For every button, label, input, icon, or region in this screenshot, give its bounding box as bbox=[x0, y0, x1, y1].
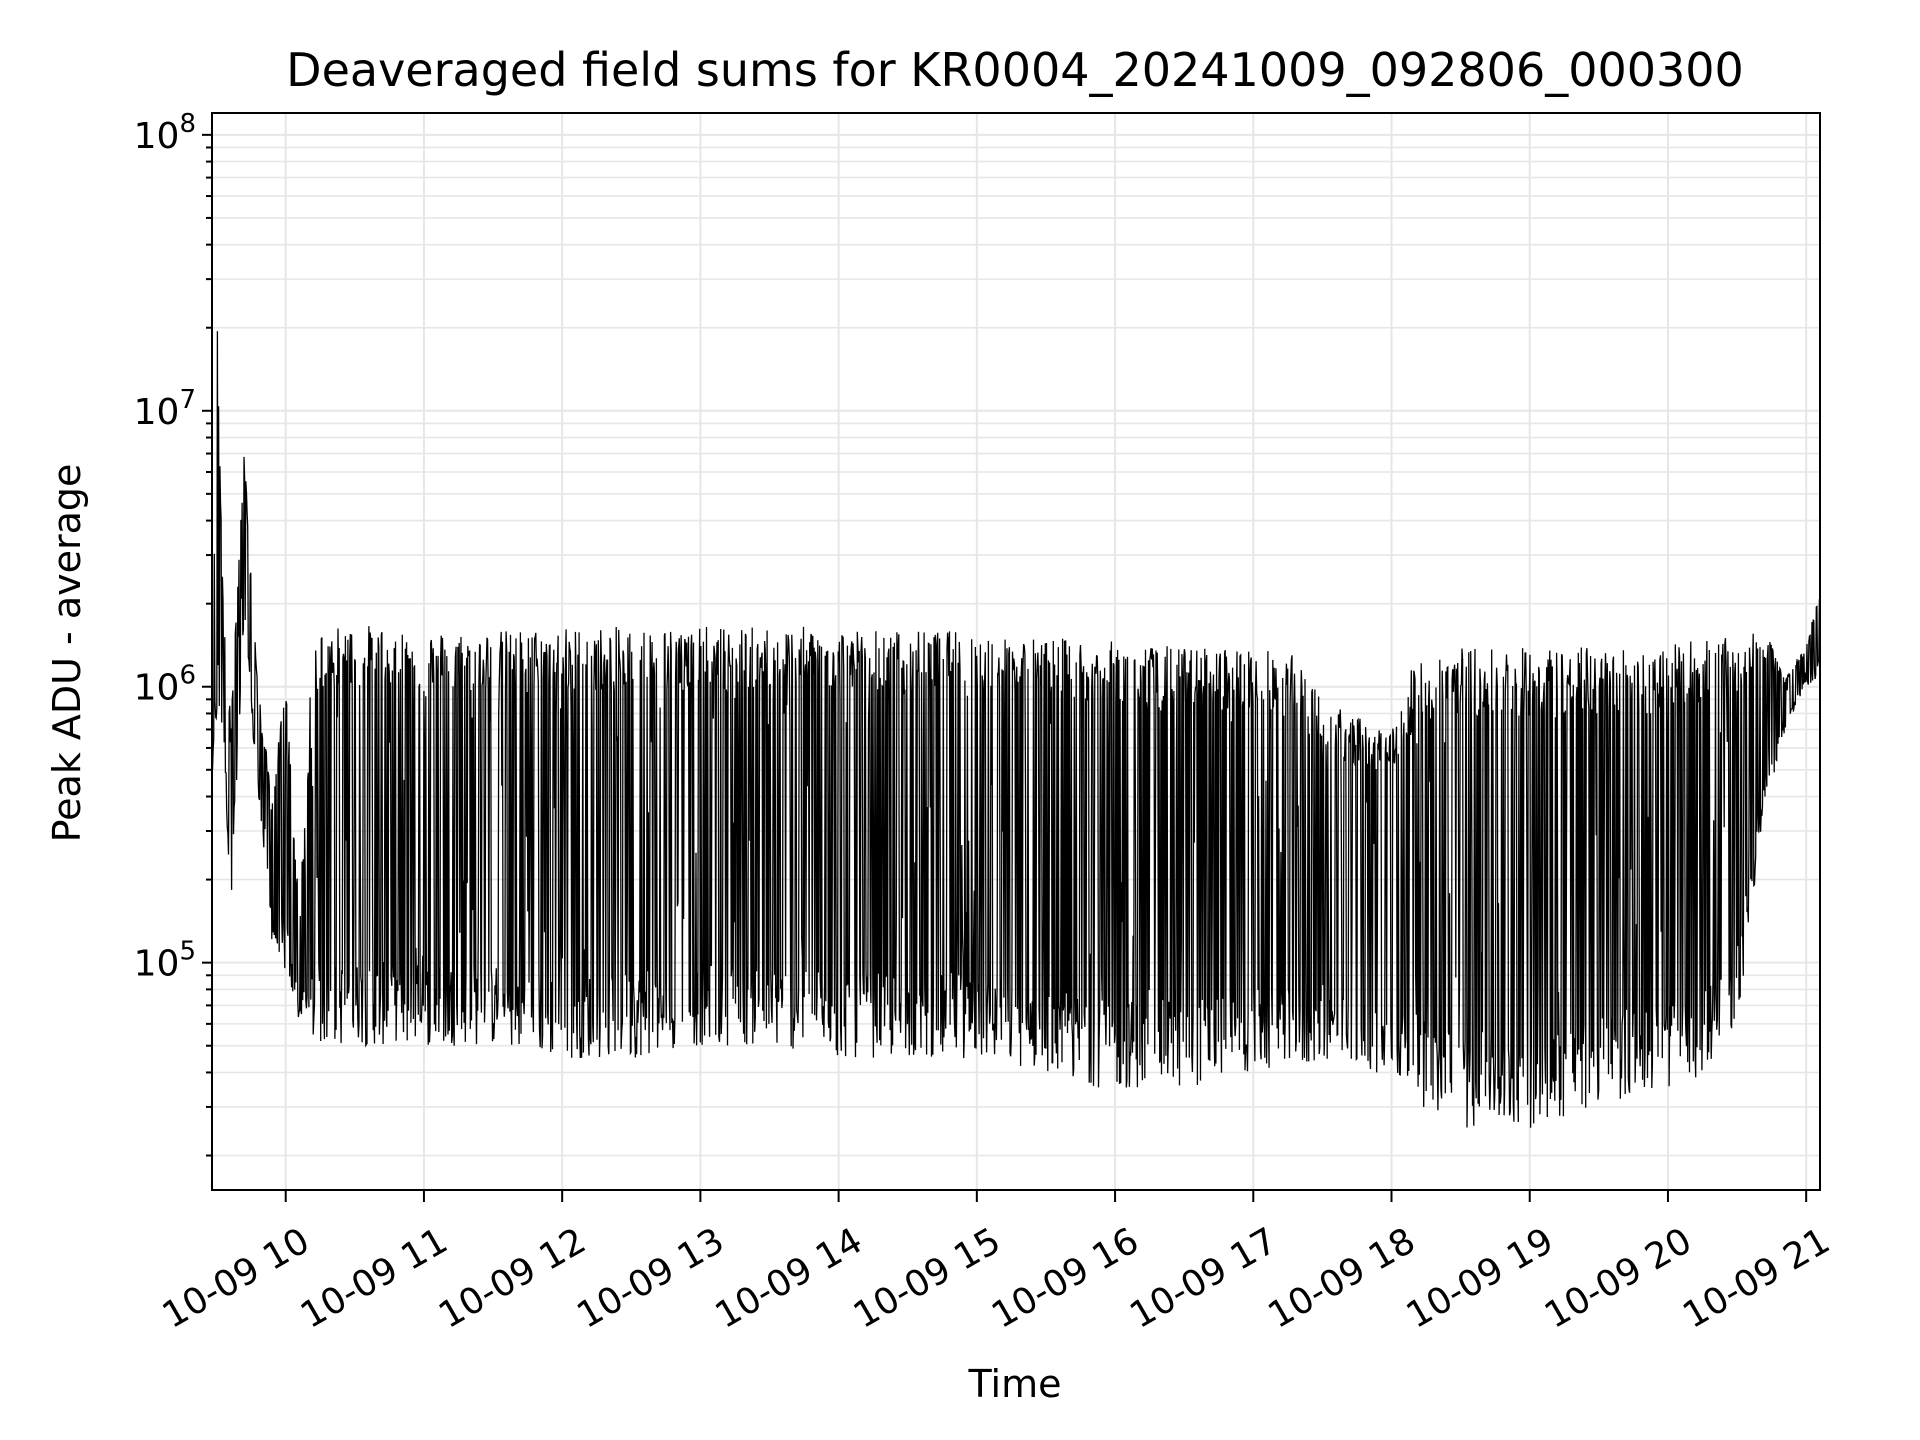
x-tick-label: 10-09 21 bbox=[1676, 1220, 1837, 1336]
chart-title: Deaveraged field sums for KR0004_2024100… bbox=[286, 43, 1744, 97]
x-tick-label: 10-09 17 bbox=[1123, 1220, 1284, 1336]
y-tick-label: 107 bbox=[134, 385, 196, 433]
x-axis-title: Time bbox=[968, 1362, 1062, 1406]
series-trace bbox=[211, 331, 1821, 1128]
x-tick-label: 10-09 19 bbox=[1400, 1220, 1561, 1336]
x-tick-label: 10-09 16 bbox=[985, 1220, 1146, 1336]
x-tick-label: 10-09 13 bbox=[570, 1220, 731, 1336]
x-tick-label: 10-09 18 bbox=[1262, 1220, 1423, 1336]
y-axis: 105 106 107 108 bbox=[134, 109, 212, 1157]
x-tick-label: 10-09 10 bbox=[156, 1220, 317, 1336]
x-tick-label: 10-09 11 bbox=[294, 1220, 455, 1336]
plot-frame bbox=[211, 112, 1821, 1191]
series-line bbox=[211, 331, 1821, 1128]
y-axis-title: Peak ADU - average bbox=[45, 464, 89, 843]
y-tick-label: 108 bbox=[134, 109, 196, 157]
x-tick-label: 10-09 15 bbox=[847, 1220, 1008, 1336]
y-tick-label: 105 bbox=[134, 937, 196, 985]
x-tick-label: 10-09 12 bbox=[432, 1220, 593, 1336]
x-tick-label: 10-09 20 bbox=[1538, 1220, 1699, 1336]
x-tick-label: 10-09 14 bbox=[709, 1220, 870, 1336]
y-tick-label: 106 bbox=[134, 661, 196, 709]
